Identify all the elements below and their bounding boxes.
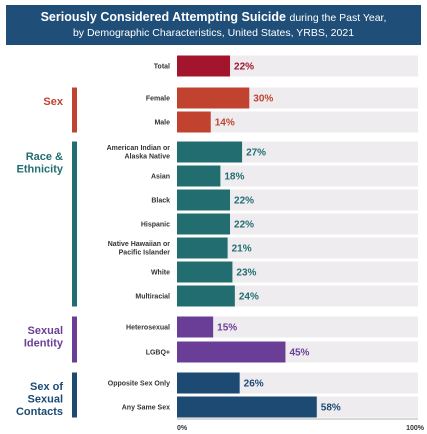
- bar-total: [177, 55, 231, 77]
- bar-male: [177, 111, 211, 133]
- value-label-opposite-sex-only: 26%: [244, 379, 264, 390]
- chart-title-banner: Seriously Considered Attempting Suicide …: [6, 5, 421, 45]
- value-label-lgbq: 45%: [289, 348, 309, 359]
- category-label-total: Total: [154, 64, 170, 71]
- bar-native-hawaiian-or-pacific-islander: [177, 237, 228, 259]
- category-label-native-hawaiian-or-pacific-islander: Native Hawaiian or Pacific Islander: [108, 241, 171, 257]
- bar-any-same-sex: [177, 396, 317, 418]
- bar-track-black: [177, 189, 418, 211]
- value-label-any-same-sex: 58%: [321, 403, 341, 414]
- bar-white: [177, 261, 233, 283]
- value-label-heterosexual: 15%: [217, 323, 237, 334]
- group-label-sex: Sex: [43, 96, 63, 108]
- bar-track-male: [177, 111, 418, 133]
- chart-title-rest: during the Past Year,: [289, 12, 387, 24]
- bar-track-asian: [177, 165, 418, 187]
- category-label-white: White: [151, 270, 170, 277]
- group-marker-sex: [72, 87, 77, 133]
- x-tick-label-0: 0%: [177, 425, 188, 432]
- bar-track-white: [177, 261, 418, 283]
- category-label-heterosexual: Heterosexual: [126, 325, 170, 332]
- category-label-asian: Asian: [151, 174, 170, 181]
- category-label-lgbq: LGBQ+: [146, 350, 170, 357]
- bar-opposite-sex-only: [177, 372, 240, 394]
- category-label-american-indian-or-alaska-native: American Indian or Alaska Native: [107, 145, 171, 161]
- group-label-sexual-identity: Sexual Identity: [24, 325, 64, 350]
- category-label-multiracial: Multiracial: [135, 294, 170, 301]
- value-label-asian: 18%: [224, 172, 244, 183]
- bar-black: [177, 189, 231, 211]
- bar-american-indian-or-alaska-native: [177, 141, 243, 163]
- bar-lgbq: [177, 341, 286, 363]
- category-label-opposite-sex-only: Opposite Sex Only: [108, 381, 170, 388]
- bar-heterosexual: [177, 316, 214, 338]
- value-label-black: 22%: [234, 196, 254, 207]
- category-label-female: Female: [146, 96, 170, 103]
- chart-subtitle: by Demographic Characteristics, United S…: [72, 27, 355, 39]
- bar-track-total: [177, 55, 418, 77]
- bar-track-heterosexual: [177, 316, 418, 338]
- value-label-hispanic: 22%: [234, 220, 254, 231]
- value-label-white: 23%: [236, 268, 256, 279]
- group-label-sexual-contacts: Sex of Sexual Contacts: [16, 381, 63, 418]
- group-marker-sexual-contacts: [72, 372, 77, 418]
- group-marker-sexual-identity: [72, 316, 77, 363]
- x-tick-label-100: 100%: [406, 425, 425, 432]
- bar-hispanic: [177, 213, 231, 235]
- bar-track-hispanic: [177, 213, 418, 235]
- group-label-race-ethnicity: Race & Ethnicity: [17, 151, 64, 176]
- bar-asian: [177, 165, 221, 187]
- chart-title: Seriously Considered Attempting Suicide …: [6, 10, 421, 26]
- value-label-total: 22%: [234, 62, 254, 73]
- bar-track-native-hawaiian-or-pacific-islander: [177, 237, 418, 259]
- bar-female: [177, 87, 250, 109]
- chart-title-bold: Seriously Considered Attempting Suicide: [40, 10, 286, 24]
- bar-track-multiracial: [177, 285, 418, 307]
- category-label-black: Black: [151, 198, 170, 205]
- category-label-male: Male: [154, 120, 170, 127]
- value-label-female: 30%: [253, 94, 273, 105]
- group-marker-race-ethnicity: [72, 141, 77, 307]
- category-label-any-same-sex: Any Same Sex: [122, 405, 170, 412]
- value-label-multiracial: 24%: [239, 292, 259, 303]
- value-label-american-indian-or-alaska-native: 27%: [246, 148, 266, 159]
- value-label-male: 14%: [215, 118, 235, 129]
- value-label-native-hawaiian-or-pacific-islander: 21%: [232, 244, 252, 255]
- category-label-hispanic: Hispanic: [141, 222, 170, 229]
- bar-multiracial: [177, 285, 235, 307]
